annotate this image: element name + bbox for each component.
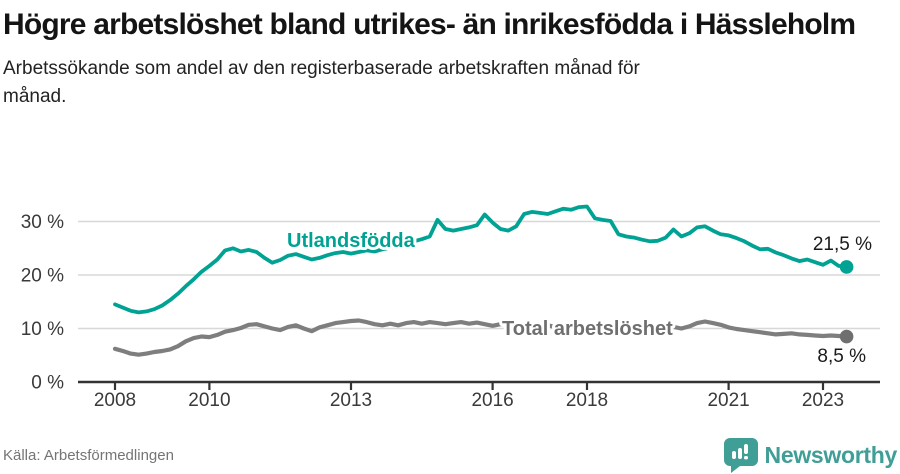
x-tick-label: 2013 [330,390,372,411]
x-tick-label: 2016 [471,390,513,411]
end-value-total: 8,5 % [817,346,866,367]
annotations: Utlandsfödda Total arbetslöshet 21,5 % 8… [284,227,872,367]
x-axis: 2008 2010 2013 2016 2018 2021 2023 [78,380,880,411]
series-label-utlandsfodda: Utlandsfödda [287,230,416,252]
brand-name: Newsworthy [764,442,898,468]
x-tick-label: 2018 [566,390,608,411]
x-tick-label: 2021 [707,390,749,411]
x-tick-label: 2010 [188,390,230,411]
series-end-dot [839,260,854,274]
series-label-total: Total arbetslöshet [502,318,673,340]
brand-logo: Newsworthy [723,438,898,473]
y-tick-label: 20 % [21,266,64,287]
series-line-total [112,318,849,357]
y-tick-label: 10 % [21,319,64,340]
data-series [112,204,854,357]
chart-header: Högre arbetslöshet bland utrikes- än inr… [3,4,897,112]
page-subtitle: Arbetssökande som andel av den registerb… [3,57,640,108]
series-end-dot [839,329,854,344]
y-axis-labels: 0 % 10 % 20 % 30 % [21,212,64,394]
source-note: Källa: Arbetsförmedlingen [3,447,174,464]
series-line-utlandsfodda [113,204,849,315]
newsworthy-icon [723,438,758,473]
y-tick-label: 30 % [21,212,64,233]
x-tick-label: 2023 [802,390,844,411]
y-tick-label: 0 % [31,373,64,394]
end-value-utlandsfodda: 21,5 % [813,234,872,255]
x-tick-label: 2008 [94,390,136,411]
page-title: Högre arbetslöshet bland utrikes- än inr… [3,8,856,41]
